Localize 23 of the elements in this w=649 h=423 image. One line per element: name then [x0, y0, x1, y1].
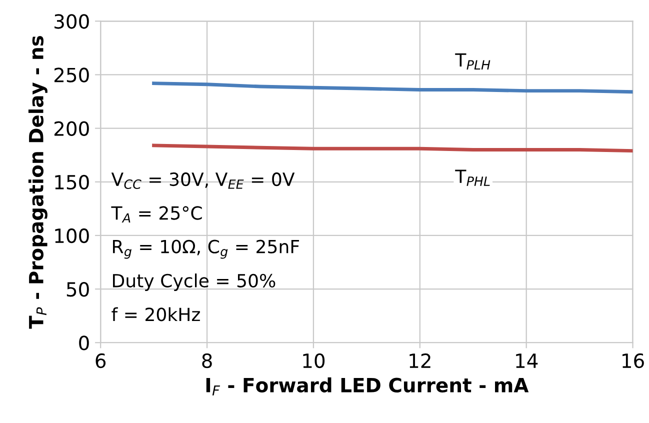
series-label: T$_{PLH}$ [455, 53, 490, 70]
y-tick-label: 150 [55, 174, 89, 190]
y-tick-label: 0 [79, 336, 89, 350]
x-tick-label: 10 [303, 353, 325, 368]
annotation: R$_{g}$ = 10Ω, C$_{g}$ = 25nF [113, 240, 299, 259]
y-tick-label: 50 [66, 282, 89, 297]
y-tick-label: 100 [55, 228, 89, 244]
series-label: T$_{PHL}$ [455, 170, 490, 186]
x-tick-label: 6 [96, 353, 106, 368]
y-axis-title: T$_{P}$ - Propagation Delay - ns [28, 36, 48, 329]
y-tick-label: 300 [54, 14, 89, 29]
x-tick-label: 14 [516, 354, 538, 368]
x-axis-title: I$_{F}$ - Forward LED Current - mA [206, 377, 529, 396]
line-series [152, 82, 633, 94]
x-tick-label: 8 [202, 353, 212, 368]
annotation: V$_{CC}$ = 30V, V$_{EE}$ = 0V [111, 172, 295, 189]
y-tick-label: 200 [54, 121, 89, 136]
x-tick-label: 12 [410, 353, 430, 368]
x-tick-label: 16 [622, 353, 644, 368]
annotation: Duty Cycle = 50% [113, 274, 276, 291]
y-tick-label: 250 [54, 68, 89, 82]
annotation: f = 20kHz [112, 307, 200, 322]
annotation: T$_{A}$ = 25°C [111, 206, 202, 223]
